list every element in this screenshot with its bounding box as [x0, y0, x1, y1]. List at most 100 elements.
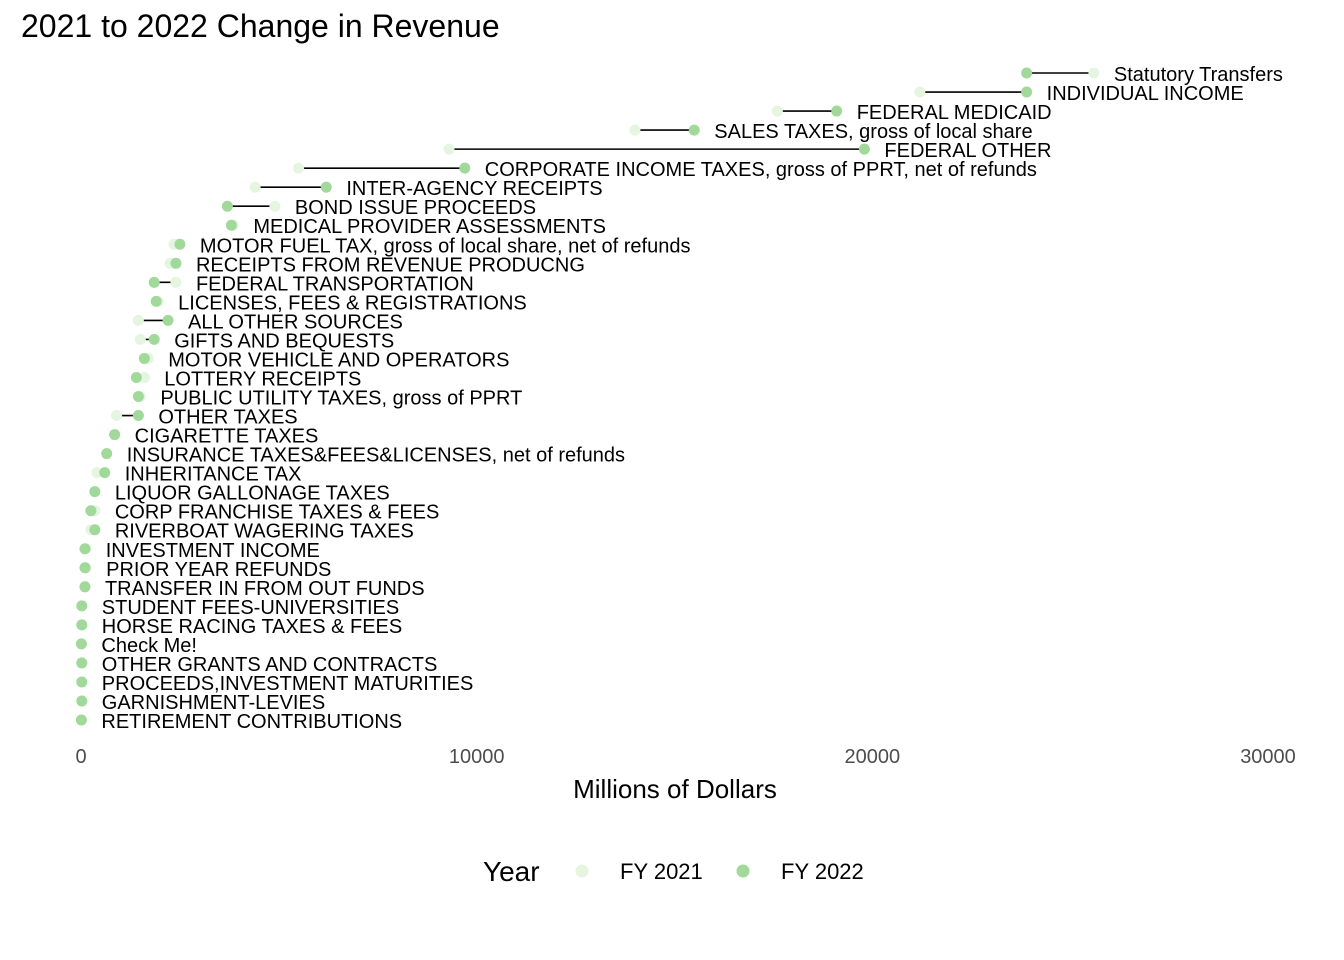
category-label: GARNISHMENT-LEVIES	[102, 692, 325, 714]
point-fy2022	[132, 391, 144, 403]
legend-key-fy2021	[575, 864, 589, 878]
chart-title: 2021 to 2022 Change in Revenue	[21, 8, 500, 44]
category-label: LOTTERY RECEIPTS	[164, 368, 361, 390]
point-fy2021	[111, 410, 123, 422]
category-label: PROCEEDS,INVESTMENT MATURITIES	[102, 673, 474, 695]
point-fy2021	[249, 181, 261, 193]
point-fy2022	[89, 486, 101, 498]
point-fy2022	[831, 105, 843, 117]
category-label: CIGARETTE TAXES	[135, 426, 319, 448]
point-fy2022	[1021, 86, 1033, 98]
category-label: LIQUOR GALLONAGE TAXES	[115, 483, 390, 505]
category-label: TRANSFER IN FROM OUT FUNDS	[105, 578, 425, 600]
category-label: STUDENT FEES-UNIVERSITIES	[102, 597, 399, 619]
point-fy2022	[76, 676, 88, 688]
category-label: OTHER TAXES	[158, 407, 297, 429]
category-label: Check Me!	[101, 635, 197, 657]
point-fy2021	[443, 143, 455, 155]
category-label: CORP FRANCHISE TAXES & FEES	[115, 502, 440, 524]
point-fy2022	[85, 505, 97, 517]
category-label: INTER-AGENCY RECEIPTS	[346, 178, 602, 200]
category-label: INVESTMENT INCOME	[106, 540, 320, 562]
point-fy2021	[914, 86, 926, 98]
category-label: GIFTS AND BEQUESTS	[174, 330, 394, 352]
point-fy2021	[132, 314, 144, 326]
point-fy2022	[150, 295, 162, 307]
point-fy2021	[269, 200, 281, 212]
category-label: RECEIPTS FROM REVENUE PRODUCNG	[196, 254, 585, 276]
legend-key-fy2022	[736, 864, 750, 878]
category-label: ALL OTHER SOURCES	[188, 311, 403, 333]
point-fy2021	[134, 333, 146, 345]
point-fy2022	[225, 219, 237, 231]
point-fy2022	[79, 581, 91, 593]
x-tick-label: 10000	[449, 746, 505, 768]
point-fy2022	[75, 638, 87, 650]
legend-label-fy2021: FY 2021	[620, 859, 703, 884]
point-fy2022	[130, 371, 142, 383]
point-fy2022	[162, 314, 174, 326]
category-label: FEDERAL TRANSPORTATION	[196, 273, 474, 295]
category-label: MOTOR FUEL TAX, gross of local share, ne…	[200, 235, 691, 257]
point-fy2021	[91, 467, 103, 479]
category-label: RIVERBOAT WAGERING TAXES	[115, 521, 414, 543]
point-fy2022	[148, 333, 160, 345]
category-label: BOND ISSUE PROCEEDS	[295, 197, 536, 219]
x-tick-label: 20000	[845, 746, 901, 768]
point-fy2022	[170, 257, 182, 269]
point-fy2022	[138, 352, 150, 364]
category-label: MOTOR VEHICLE AND OPERATORS	[168, 349, 509, 371]
point-fy2021	[771, 105, 783, 117]
point-fy2021	[629, 124, 641, 136]
point-fy2022	[76, 695, 88, 707]
legend-title: Year	[483, 856, 540, 887]
legend: Year FY 2021 FY 2022	[483, 856, 864, 887]
point-fy2022	[148, 276, 160, 288]
point-fy2022	[109, 429, 121, 441]
category-label: CORPORATE INCOME TAXES, gross of PPRT, n…	[485, 159, 1037, 181]
point-fy2022	[79, 562, 91, 574]
point-fy2022	[76, 619, 88, 631]
point-fy2022	[76, 600, 88, 612]
category-label: HORSE RACING TAXES & FEES	[102, 616, 402, 638]
category-label: OTHER GRANTS AND CONTRACTS	[102, 654, 438, 676]
category-label: FEDERAL MEDICAID	[857, 102, 1052, 124]
category-label: MEDICAL PROVIDER ASSESSMENTS	[253, 216, 606, 238]
category-label: INHERITANCE TAX	[125, 464, 302, 486]
category-label: FEDERAL OTHER	[884, 140, 1051, 162]
x-axis-ticks: 0 10000 20000 30000	[75, 746, 1295, 768]
point-fy2022	[75, 714, 87, 726]
category-label: INDIVIDUAL INCOME	[1047, 83, 1244, 105]
point-fy2022	[76, 657, 88, 669]
point-fy2022	[858, 143, 870, 155]
point-fy2022	[79, 543, 91, 555]
point-fy2022	[221, 200, 233, 212]
point-fy2022	[174, 238, 186, 250]
point-fy2022	[99, 467, 111, 479]
category-label: Statutory Transfers	[1114, 64, 1283, 86]
category-label: LICENSES, FEES & REGISTRATIONS	[178, 292, 527, 314]
point-fy2022	[688, 124, 700, 136]
legend-label-fy2022: FY 2022	[781, 859, 864, 884]
x-tick-label: 0	[75, 746, 86, 768]
point-fy2021	[138, 371, 150, 383]
point-fy2022	[1021, 67, 1033, 79]
x-tick-label: 30000	[1240, 746, 1296, 768]
x-axis-label: Millions of Dollars	[573, 774, 777, 804]
category-label: INSURANCE TAXES&FEES&LICENSES, net of re…	[127, 445, 625, 467]
point-fy2022	[459, 162, 471, 174]
point-fy2022	[101, 448, 113, 460]
point-fy2022	[89, 524, 101, 536]
point-fy2021	[293, 162, 305, 174]
category-label: PUBLIC UTILITY TAXES, gross of PPRT	[160, 388, 522, 410]
category-label: SALES TAXES, gross of local share	[714, 121, 1032, 143]
category-label: RETIREMENT CONTRIBUTIONS	[101, 711, 402, 733]
point-fy2022	[132, 410, 144, 422]
points-layer	[75, 67, 1100, 726]
point-fy2022	[320, 181, 332, 193]
point-fy2021	[170, 276, 182, 288]
point-fy2021	[1088, 67, 1100, 79]
category-label: PRIOR YEAR REFUNDS	[106, 559, 331, 581]
